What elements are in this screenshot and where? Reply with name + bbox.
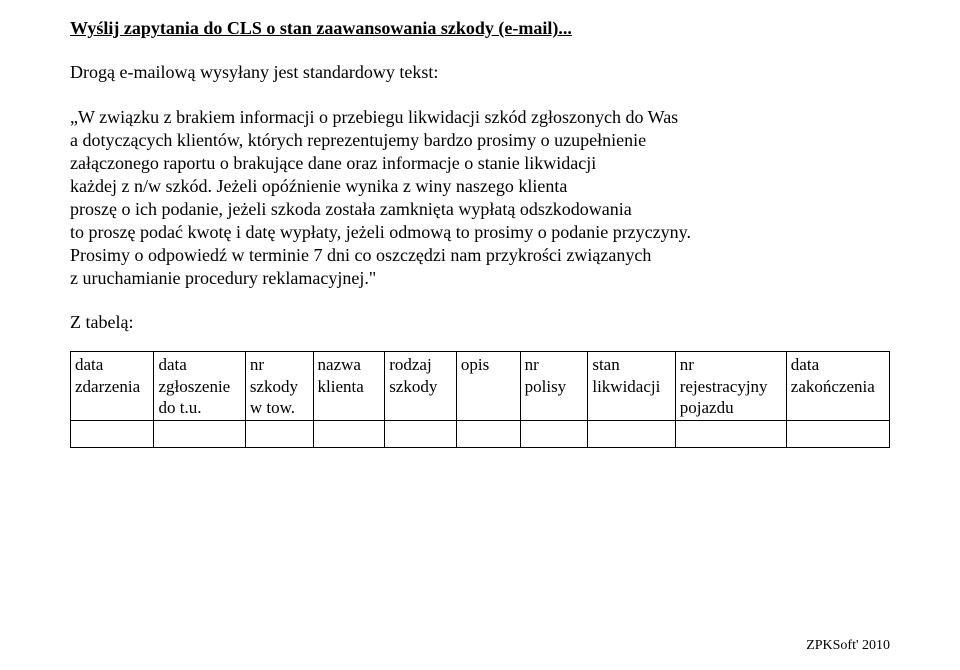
page-title: Wyślij zapytania do CLS o stan zaawansow… (70, 18, 890, 39)
column-header: nr polisy (520, 352, 588, 421)
table-cell (71, 421, 154, 448)
table-cell (245, 421, 313, 448)
table-cell (385, 421, 457, 448)
column-header: rodzaj szkody (385, 352, 457, 421)
column-header: data zakończenia (786, 352, 889, 421)
table-cell (456, 421, 520, 448)
table-cell (154, 421, 245, 448)
data-table: data zdarzenia data zgłoszenie do t.u. n… (70, 351, 890, 448)
intro-line: Drogą e-mailową wysyłany jest standardow… (70, 61, 890, 84)
column-header: nr szkody w tow. (245, 352, 313, 421)
body-line: Prosimy o odpowiedź w terminie 7 dni co … (70, 245, 651, 265)
column-header: data zdarzenia (71, 352, 154, 421)
column-header: data zgłoszenie do t.u. (154, 352, 245, 421)
footer-text: ZPKSoft' 2010 (806, 638, 890, 654)
column-header: opis (456, 352, 520, 421)
table-cell (786, 421, 889, 448)
body-line: „W związku z brakiem informacji o przebi… (70, 107, 678, 127)
table-header-row: data zdarzenia data zgłoszenie do t.u. n… (71, 352, 890, 421)
table-cell (675, 421, 786, 448)
table-label: Z tabelą: (70, 312, 890, 333)
table-cell (313, 421, 385, 448)
body-line: załączonego raportu o brakujące dane ora… (70, 153, 596, 173)
table-cell (520, 421, 588, 448)
body-paragraph: „W związku z brakiem informacji o przebi… (70, 106, 890, 290)
column-header: nr rejestracyjny pojazdu (675, 352, 786, 421)
body-line: proszę o ich podanie, jeżeli szkoda zost… (70, 199, 632, 219)
column-header: stan likwidacji (588, 352, 675, 421)
body-line: a dotyczących klientów, których reprezen… (70, 130, 646, 150)
body-line: każdej z n/w szkód. Jeżeli opóźnienie wy… (70, 176, 567, 196)
table-row (71, 421, 890, 448)
table-cell (588, 421, 675, 448)
body-line: to proszę podać kwotę i datę wypłaty, je… (70, 222, 691, 242)
body-line: z uruchamianie procedury reklamacyjnej." (70, 268, 376, 288)
column-header: nazwa klienta (313, 352, 385, 421)
document-page: Wyślij zapytania do CLS o stan zaawansow… (0, 0, 960, 670)
